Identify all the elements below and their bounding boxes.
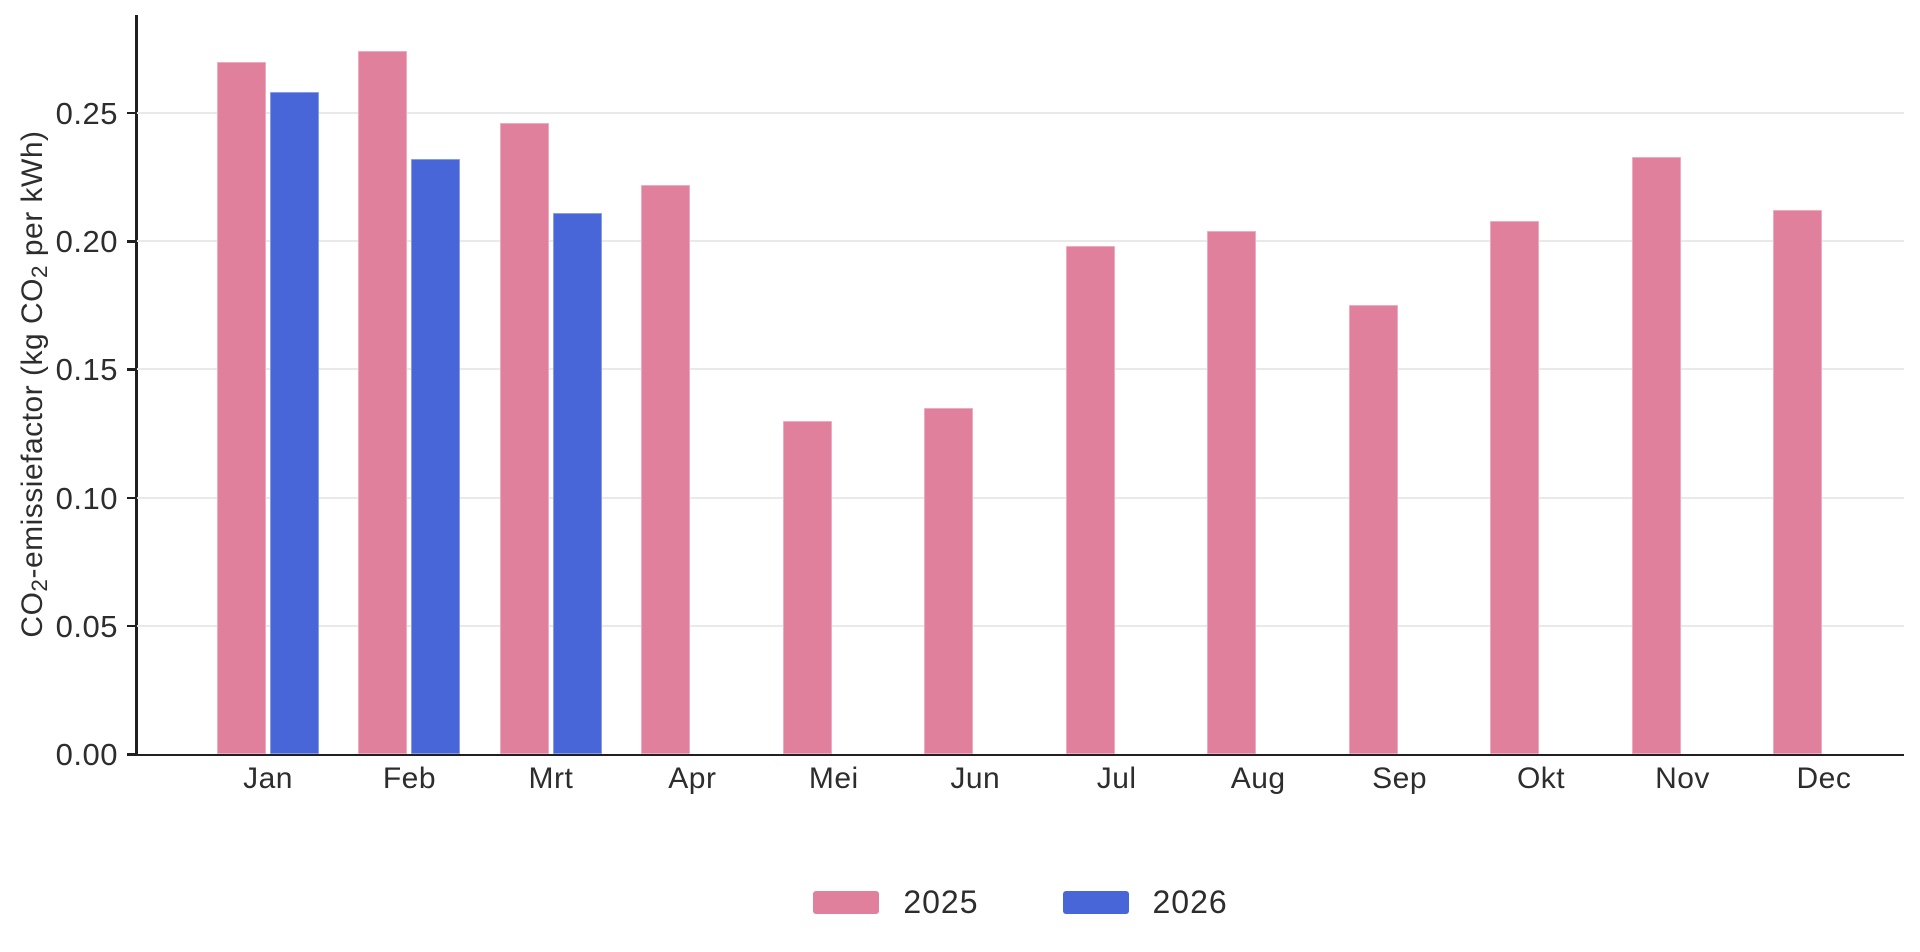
bar-slot-2025 — [1772, 15, 1822, 754]
bar-slot-2026 — [552, 15, 602, 754]
bar-slot-2026 — [1402, 15, 1451, 754]
bar-group-dec — [1772, 15, 1875, 754]
bar-nov-2025[interactable] — [1631, 156, 1681, 754]
bar-group-sep — [1348, 15, 1451, 754]
bar-group-nov — [1631, 15, 1734, 754]
bar-group-jun — [924, 15, 1026, 754]
bar-mrt-2026[interactable] — [552, 212, 602, 754]
bar-slot-2025 — [1065, 15, 1115, 754]
bar-slot-2025 — [217, 15, 266, 754]
bar-group-aug — [1207, 15, 1309, 754]
bar-slot-2026 — [270, 15, 319, 754]
bar-slot-2026 — [411, 15, 461, 754]
y-tick-mark — [127, 624, 137, 628]
legend-label-2025: 2025 — [903, 884, 979, 920]
bar-jun-2025[interactable] — [924, 407, 974, 754]
bar-group-jan — [217, 15, 319, 754]
legend-swatch-2025 — [813, 891, 880, 914]
legend: 2025 2026 — [137, 884, 1904, 921]
bar-slot-2025 — [358, 15, 408, 754]
bar-dec-2025[interactable] — [1772, 210, 1822, 754]
y-tick-label: 0.00 — [55, 737, 118, 772]
y-tick-label: 0.25 — [55, 95, 118, 131]
bar-group-feb — [358, 15, 461, 754]
y-axis-title-text: -emissiefactor (kg CO — [16, 277, 49, 579]
gridline-0.15 — [137, 368, 1904, 371]
x-tick-label-jan: Jan — [243, 762, 293, 795]
bar-slot-2025 — [641, 15, 691, 754]
y-axis-title-subscript: 2 — [26, 578, 52, 592]
bar-group-jul — [1065, 15, 1168, 754]
x-tick-label-jun: Jun — [950, 762, 1001, 795]
bar-group-okt — [1490, 15, 1592, 754]
gridline-0.05 — [137, 624, 1904, 627]
bar-slot-2026 — [1119, 15, 1168, 754]
bar-slot-2026 — [836, 15, 885, 754]
plot-area — [135, 15, 1904, 756]
y-tick-mark — [127, 753, 137, 756]
bar-okt-2025[interactable] — [1490, 220, 1540, 754]
bar-jul-2025[interactable] — [1065, 246, 1115, 754]
bar-jan-2025[interactable] — [217, 61, 266, 754]
bar-group-mei — [782, 15, 885, 754]
bar-slot-2025 — [1348, 15, 1398, 754]
y-tick-mark — [127, 496, 137, 500]
gridline-0.10 — [137, 496, 1904, 499]
bar-apr-2025[interactable] — [641, 184, 691, 754]
gridline-0.20 — [137, 240, 1904, 243]
x-tick-label-mrt: Mrt — [528, 762, 574, 795]
bar-slot-2026 — [1543, 15, 1592, 754]
y-tick-label: 0.10 — [55, 480, 118, 516]
bar-group-apr — [641, 15, 743, 754]
bar-slot-2026 — [694, 15, 743, 754]
bar-jan-2026[interactable] — [270, 92, 319, 754]
x-tick-label-nov: Nov — [1655, 762, 1710, 795]
legend-swatch-2026 — [1062, 891, 1129, 914]
bar-slot-2025 — [1207, 15, 1257, 754]
bar-mrt-2025[interactable] — [499, 123, 549, 754]
bar-slot-2025 — [1631, 15, 1681, 754]
y-tick-mark — [127, 111, 137, 115]
x-tick-label-apr: Apr — [668, 762, 717, 795]
y-tick-label: 0.15 — [55, 352, 118, 388]
x-tick-label-aug: Aug — [1230, 762, 1286, 795]
x-tick-label-okt: Okt — [1516, 762, 1566, 795]
bar-slot-2025 — [499, 15, 549, 754]
bar-sep-2025[interactable] — [1348, 305, 1398, 754]
bar-slot-2026 — [1685, 15, 1734, 754]
x-tick-label-dec: Dec — [1796, 762, 1852, 795]
bar-aug-2025[interactable] — [1207, 230, 1257, 754]
bar-slot-2025 — [1490, 15, 1540, 754]
x-axis-line — [135, 753, 1904, 756]
x-tick-label-feb: Feb — [382, 762, 437, 795]
bar-mei-2025[interactable] — [782, 420, 832, 754]
legend-item-2025[interactable]: 2025 — [813, 884, 978, 921]
y-axis-line — [135, 15, 138, 756]
x-tick-label-mei: Mei — [808, 762, 859, 795]
bar-slot-2025 — [924, 15, 974, 754]
y-tick-mark — [127, 368, 137, 371]
bar-slot-2026 — [1826, 15, 1875, 754]
bar-feb-2026[interactable] — [411, 159, 461, 754]
legend-label-2026: 2026 — [1152, 884, 1228, 920]
y-tick-label: 0.05 — [55, 608, 118, 644]
x-tick-label-jul: Jul — [1096, 762, 1137, 795]
y-tick-mark — [127, 240, 137, 243]
bar-slot-2026 — [977, 15, 1026, 754]
y-tick-label: 0.20 — [55, 224, 118, 260]
x-tick-label-sep: Sep — [1372, 762, 1428, 795]
bar-feb-2025[interactable] — [358, 51, 408, 754]
gridline-0.25 — [137, 111, 1904, 114]
bar-slot-2025 — [782, 15, 832, 754]
bar-slot-2026 — [1260, 15, 1309, 754]
y-axis-title-subscript: 2 — [26, 264, 52, 278]
bar-group-mrt — [499, 15, 602, 754]
legend-item-2026[interactable]: 2026 — [1062, 884, 1228, 921]
